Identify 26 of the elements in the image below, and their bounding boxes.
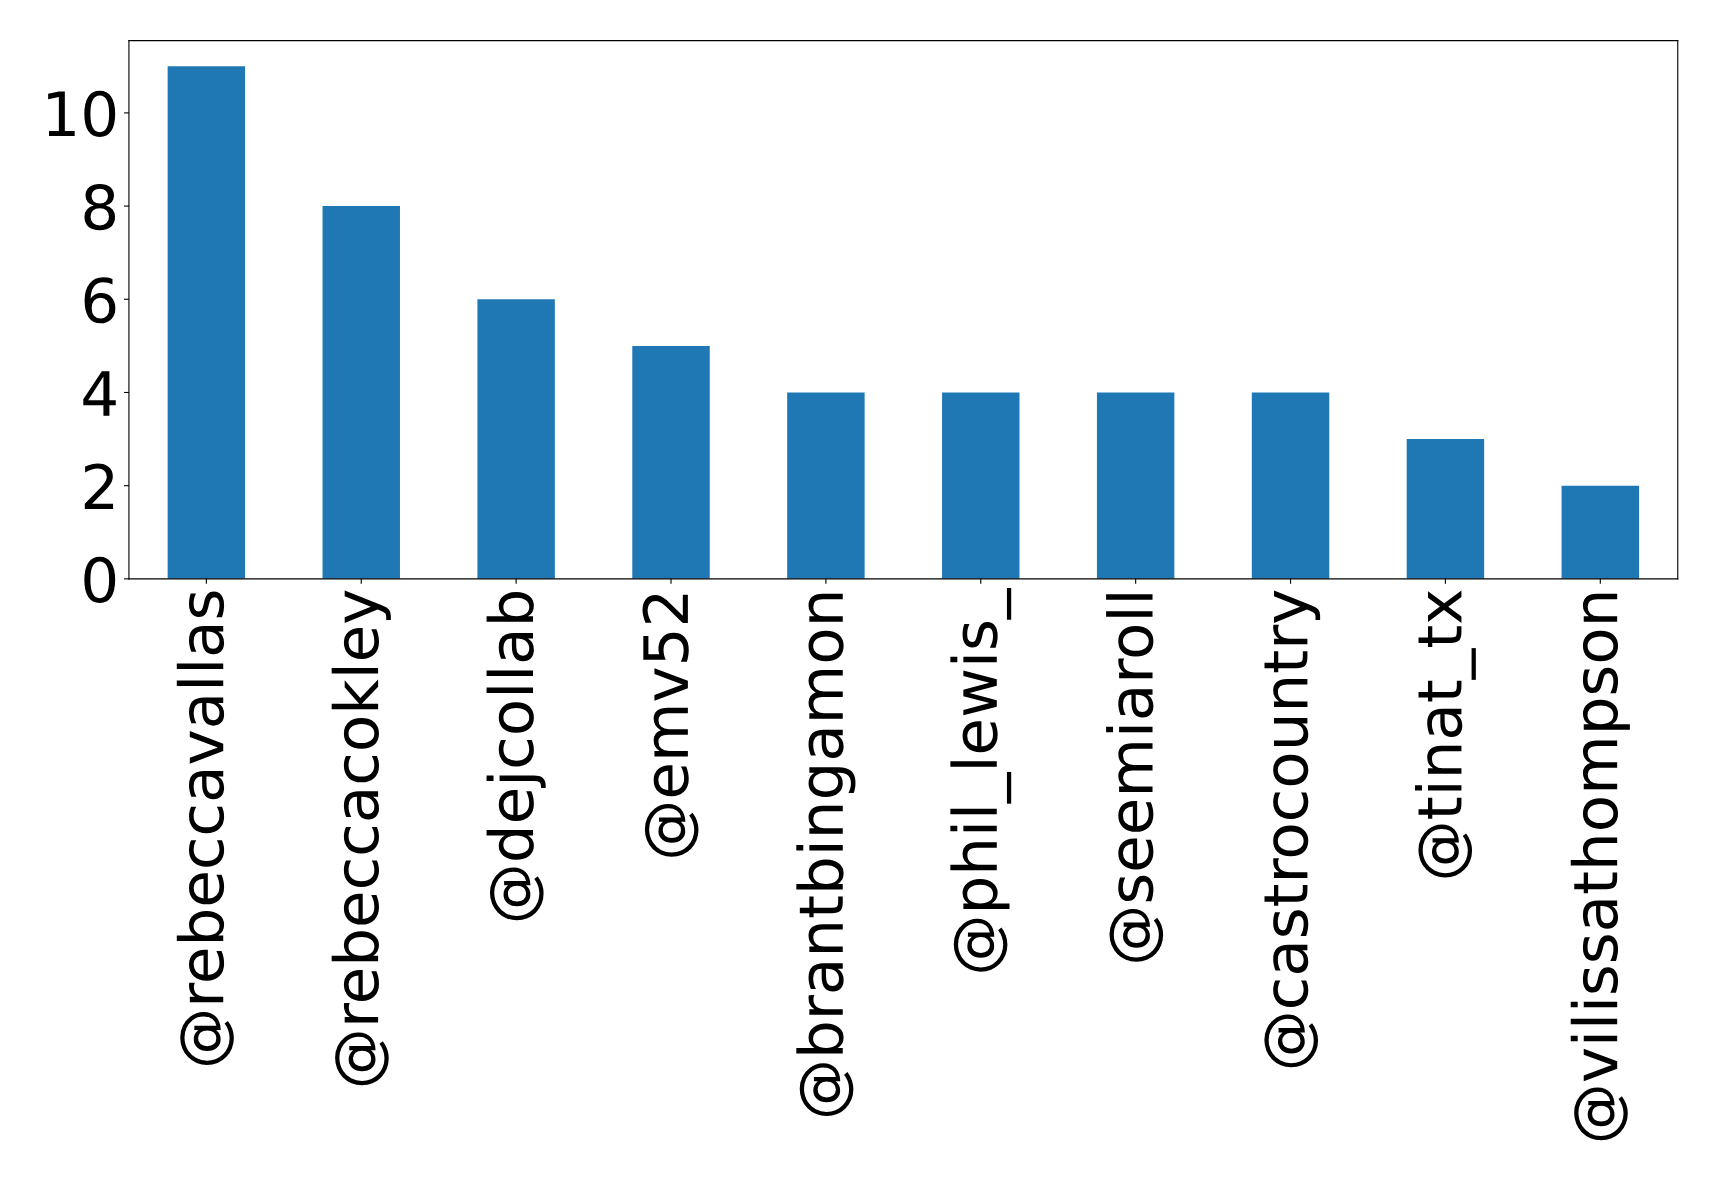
bar [1406,439,1485,579]
x-tick-label: @emv52 [642,594,699,857]
bar [477,299,555,579]
x-tick-label: @castrocountry [1264,590,1321,1068]
bar [167,66,246,579]
x-tick-label: @tinat_tx [1415,590,1476,878]
x-tick-label: @phil_lewis_ [950,587,1012,972]
bar [942,392,1020,579]
y-tick-label: 2 [84,463,114,509]
x-tick-label: @rebeccacokley [331,590,391,1086]
bar [1561,485,1640,579]
bar [632,345,710,579]
y-tick-label: 4 [83,371,116,416]
bar [322,206,400,579]
x-tick-label: @dejcollab [486,591,546,921]
y-tick-label: 6 [84,277,116,324]
bar [1251,392,1330,579]
bar [787,392,865,579]
bar [1096,392,1175,579]
y-tick-label: 8 [84,183,116,231]
x-tick-label: @rebeccavallas [176,591,234,1065]
x-tick-label: @brantbingamon [796,593,856,1117]
y-tick-label: 0 [84,556,116,603]
y-tick-label: 10 [48,90,116,137]
x-tick-label: @vilissathompson [1570,593,1630,1141]
x-tick-label: @seemiaroll [1106,594,1164,962]
